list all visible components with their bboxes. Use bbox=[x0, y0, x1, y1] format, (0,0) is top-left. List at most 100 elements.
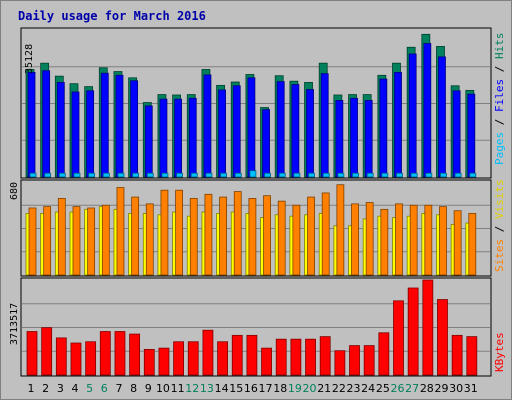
bar-sites-26 bbox=[395, 203, 403, 276]
bar-kbytes-6 bbox=[99, 331, 111, 376]
bar-kbytes-11 bbox=[173, 341, 185, 376]
day-label-7: 7 bbox=[115, 382, 122, 395]
bar-files-12 bbox=[188, 97, 197, 178]
bar-files-29 bbox=[438, 56, 446, 178]
max-label-visits: 680 bbox=[9, 182, 20, 200]
legend-item-visits: Visits bbox=[493, 179, 506, 219]
bar-kbytes-16 bbox=[246, 334, 258, 376]
day-label-2: 2 bbox=[42, 382, 49, 395]
day-label-30: 30 bbox=[449, 382, 463, 395]
bar-kbytes-10 bbox=[158, 347, 170, 376]
chart-title: Daily usage for March 2016 bbox=[18, 9, 206, 23]
bar-pages-7 bbox=[117, 172, 125, 178]
bar-sites-19 bbox=[292, 204, 301, 276]
day-label-19: 19 bbox=[288, 382, 302, 395]
bar-sites-24 bbox=[365, 202, 374, 276]
day-label-3: 3 bbox=[57, 382, 64, 395]
max-label-hits: 35128 bbox=[24, 44, 35, 74]
bar-pages-15 bbox=[234, 172, 242, 178]
day-label-25: 25 bbox=[376, 382, 390, 395]
day-label-9: 9 bbox=[145, 382, 152, 395]
bar-pages-19 bbox=[293, 172, 301, 178]
bar-files-15 bbox=[232, 85, 241, 178]
bar-pages-13 bbox=[205, 172, 213, 178]
bar-files-9 bbox=[144, 105, 153, 178]
bar-files-27 bbox=[408, 53, 417, 178]
bar-kbytes-26 bbox=[393, 300, 404, 376]
bar-sites-6 bbox=[101, 204, 110, 276]
legends: Pages / Files / Hits Sites / Visits KBytes bbox=[493, 33, 506, 373]
bar-sites-16 bbox=[248, 198, 257, 276]
bar-kbytes-5 bbox=[85, 341, 97, 376]
bar-pages-11 bbox=[176, 172, 184, 178]
day-label-28: 28 bbox=[420, 382, 434, 395]
bar-sites-7 bbox=[116, 187, 125, 276]
bar-kbytes-19 bbox=[290, 338, 302, 376]
legend-sites_visits: Sites / Visits bbox=[493, 179, 506, 272]
bar-pages-26 bbox=[396, 172, 403, 178]
bar-files-24 bbox=[364, 100, 373, 178]
bar-kbytes-18 bbox=[275, 338, 287, 376]
bar-files-14 bbox=[218, 89, 226, 178]
bar-sites-5 bbox=[87, 207, 96, 276]
bar-files-2 bbox=[42, 70, 51, 178]
bar-pages-1 bbox=[29, 172, 37, 178]
bar-files-19 bbox=[291, 84, 300, 178]
day-label-15: 15 bbox=[229, 382, 243, 395]
bar-pages-27 bbox=[410, 172, 418, 178]
day-label-18: 18 bbox=[273, 382, 287, 395]
day-label-29: 29 bbox=[434, 382, 448, 395]
bar-kbytes-15 bbox=[231, 334, 243, 376]
day-label-8: 8 bbox=[130, 382, 137, 395]
day-label-26: 26 bbox=[391, 382, 405, 395]
day-label-24: 24 bbox=[361, 382, 375, 395]
bar-pages-14 bbox=[220, 172, 227, 178]
bar-pages-22 bbox=[337, 172, 345, 178]
bar-pages-23 bbox=[352, 172, 359, 178]
day-label-14: 14 bbox=[215, 382, 229, 395]
bar-pages-20 bbox=[308, 172, 315, 178]
bar-kbytes-9 bbox=[143, 349, 155, 376]
legend-item-files: Files bbox=[493, 79, 506, 112]
bar-pages-9 bbox=[146, 172, 154, 178]
bar-sites-31 bbox=[468, 213, 477, 276]
bar-sites-4 bbox=[72, 206, 81, 276]
bar-files-20 bbox=[306, 89, 314, 178]
bar-files-4 bbox=[71, 91, 80, 178]
bar-files-26 bbox=[394, 71, 402, 178]
bar-pages-30 bbox=[454, 172, 462, 178]
day-label-27: 27 bbox=[405, 382, 419, 395]
bar-pages-3 bbox=[58, 172, 66, 178]
bar-files-23 bbox=[350, 97, 358, 178]
day-label-23: 23 bbox=[347, 382, 361, 395]
bar-files-3 bbox=[56, 82, 65, 178]
bar-kbytes-25 bbox=[378, 332, 390, 376]
bar-sites-28 bbox=[424, 204, 433, 276]
bar-pages-16 bbox=[249, 170, 257, 178]
bar-pages-21 bbox=[322, 172, 330, 178]
bar-sites-15 bbox=[233, 191, 242, 276]
bar-kbytes-4 bbox=[70, 342, 82, 376]
day-label-21: 21 bbox=[317, 382, 331, 395]
bar-files-17 bbox=[262, 109, 270, 178]
bar-kbytes-14 bbox=[217, 341, 228, 376]
bar-sites-21 bbox=[321, 192, 330, 276]
bar-sites-29 bbox=[439, 206, 447, 276]
day-label-1: 1 bbox=[28, 382, 35, 395]
bar-kbytes-23 bbox=[349, 345, 360, 376]
bar-kbytes-27 bbox=[407, 287, 419, 376]
bar-files-8 bbox=[130, 80, 139, 178]
bar-sites-12 bbox=[189, 198, 198, 276]
bar-pages-4 bbox=[73, 172, 81, 178]
bar-files-16 bbox=[247, 77, 256, 178]
bar-files-21 bbox=[320, 73, 329, 178]
bar-sites-27 bbox=[409, 204, 418, 276]
bar-files-10 bbox=[159, 98, 168, 178]
bar-kbytes-29 bbox=[437, 299, 448, 376]
bar-sites-18 bbox=[277, 200, 286, 276]
day-label-20: 20 bbox=[303, 382, 317, 395]
bar-kbytes-24 bbox=[363, 345, 375, 376]
bar-sites-3 bbox=[57, 198, 66, 276]
bar-sites-17 bbox=[263, 195, 271, 276]
